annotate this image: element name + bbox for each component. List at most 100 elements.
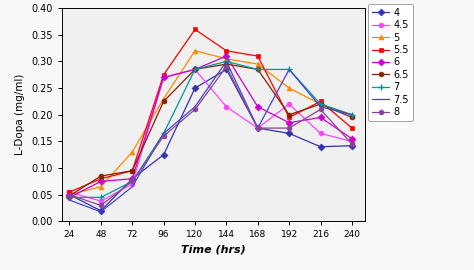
7.5 xyxy=(98,210,104,213)
8 xyxy=(349,143,355,146)
7 xyxy=(318,103,323,106)
7.5 xyxy=(67,198,73,202)
6 xyxy=(161,76,166,79)
7 xyxy=(224,60,229,63)
4.5 xyxy=(192,68,198,71)
5.5 xyxy=(286,116,292,119)
8 xyxy=(98,204,104,207)
5 xyxy=(67,193,73,196)
5.5 xyxy=(129,169,135,172)
7.5 xyxy=(224,60,229,63)
4.5 xyxy=(255,126,261,130)
7 xyxy=(161,132,166,135)
7.5 xyxy=(318,105,323,108)
6 xyxy=(67,196,73,199)
Line: 4: 4 xyxy=(67,67,355,213)
6.5 xyxy=(349,116,355,119)
7.5 xyxy=(161,132,166,135)
6.5 xyxy=(161,100,166,103)
8 xyxy=(161,134,166,138)
6.5 xyxy=(67,194,73,197)
4.5 xyxy=(67,190,73,194)
6.5 xyxy=(318,103,323,106)
6 xyxy=(286,121,292,124)
8 xyxy=(224,65,229,68)
8 xyxy=(318,108,323,111)
6.5 xyxy=(255,68,261,71)
Line: 7: 7 xyxy=(66,58,356,201)
7.5 xyxy=(192,105,198,108)
5.5 xyxy=(349,126,355,130)
7 xyxy=(67,196,73,199)
5.5 xyxy=(161,73,166,76)
4 xyxy=(129,177,135,180)
5.5 xyxy=(224,49,229,52)
Line: 7.5: 7.5 xyxy=(70,62,352,212)
4.5 xyxy=(318,132,323,135)
7 xyxy=(349,113,355,116)
Line: 6: 6 xyxy=(67,54,355,200)
5 xyxy=(318,103,323,106)
Line: 8: 8 xyxy=(67,64,355,208)
4.5 xyxy=(224,105,229,108)
8 xyxy=(67,193,73,196)
7 xyxy=(98,196,104,199)
5 xyxy=(255,62,261,66)
6.5 xyxy=(286,113,292,116)
4.5 xyxy=(161,76,166,79)
Line: 5.5: 5.5 xyxy=(67,27,355,194)
4.5 xyxy=(349,140,355,143)
7.5 xyxy=(129,185,135,188)
X-axis label: Time (hrs): Time (hrs) xyxy=(181,245,246,255)
5.5 xyxy=(255,55,261,58)
6.5 xyxy=(192,68,198,71)
4 xyxy=(192,86,198,90)
5.5 xyxy=(98,177,104,180)
Line: 4.5: 4.5 xyxy=(67,67,355,204)
8 xyxy=(286,126,292,130)
6.5 xyxy=(98,174,104,178)
5.5 xyxy=(318,100,323,103)
7 xyxy=(192,68,198,71)
4 xyxy=(255,126,261,130)
7 xyxy=(255,68,261,71)
5 xyxy=(129,150,135,154)
4 xyxy=(67,193,73,196)
4.5 xyxy=(129,183,135,186)
4 xyxy=(349,144,355,147)
6 xyxy=(192,68,198,71)
6 xyxy=(255,105,261,108)
Line: 6.5: 6.5 xyxy=(67,62,355,198)
4.5 xyxy=(98,200,104,203)
6.5 xyxy=(224,62,229,66)
6 xyxy=(318,116,323,119)
6.5 xyxy=(129,169,135,172)
8 xyxy=(255,126,261,130)
5 xyxy=(349,113,355,116)
7 xyxy=(286,68,292,71)
7.5 xyxy=(349,113,355,116)
4 xyxy=(224,68,229,71)
5 xyxy=(98,185,104,188)
4 xyxy=(161,153,166,156)
4 xyxy=(318,145,323,149)
4 xyxy=(286,132,292,135)
6 xyxy=(98,180,104,183)
5.5 xyxy=(192,28,198,31)
Y-axis label: L-Dopa (mg/ml): L-Dopa (mg/ml) xyxy=(16,74,26,156)
Legend: 4, 4.5, 5, 5.5, 6, 6.5, 7, 7.5, 8: 4, 4.5, 5, 5.5, 6, 6.5, 7, 7.5, 8 xyxy=(368,4,413,121)
8 xyxy=(129,180,135,183)
5 xyxy=(224,57,229,60)
5 xyxy=(192,49,198,52)
6 xyxy=(349,137,355,140)
5.5 xyxy=(67,190,73,194)
7.5 xyxy=(255,126,261,130)
8 xyxy=(192,108,198,111)
5 xyxy=(286,86,292,90)
Line: 5: 5 xyxy=(67,48,355,197)
7 xyxy=(129,180,135,183)
4.5 xyxy=(286,103,292,106)
5 xyxy=(161,97,166,100)
6 xyxy=(224,55,229,58)
7.5 xyxy=(286,68,292,71)
